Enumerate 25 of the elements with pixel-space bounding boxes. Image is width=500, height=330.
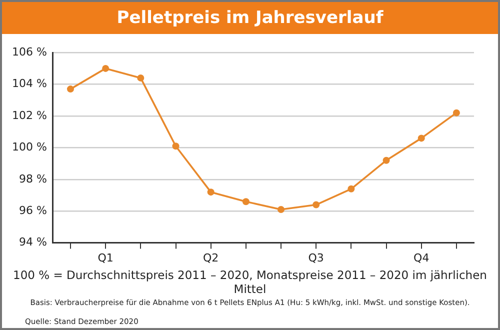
- point: [207, 188, 214, 196]
- point: [172, 142, 180, 150]
- point: [242, 198, 250, 206]
- point: [278, 206, 285, 214]
- y-tick-label: 96 %: [18, 204, 47, 217]
- y-tick-label: 94 %: [18, 236, 47, 249]
- point: [137, 74, 144, 82]
- point: [66, 86, 74, 93]
- x-tick-label: Q1: [98, 251, 114, 264]
- point: [348, 185, 355, 192]
- point: [312, 201, 320, 208]
- point: [382, 156, 390, 164]
- y-tick-label: 104 %: [12, 77, 47, 90]
- point: [452, 109, 460, 116]
- x-tick-label: Q2: [203, 251, 219, 264]
- x-tick-label: Q3: [308, 251, 324, 264]
- chart-title: Pelletpreis im Jahresverlauf: [2, 2, 498, 34]
- y-tick-label: 106 %: [12, 45, 47, 58]
- point: [102, 64, 110, 72]
- point: [418, 134, 425, 142]
- y-tick-label: 98 %: [18, 172, 47, 186]
- text: 100 % = Durchschnittspreis 2011 – 2020, Monatspreise 2011 – 2020 im jährlichen Mittel: [12, 268, 488, 296]
- y-tick-label: 102 %: [12, 108, 47, 122]
- y-tick-label: 100 %: [12, 140, 47, 154]
- x-tick-label: Q4: [414, 251, 430, 264]
